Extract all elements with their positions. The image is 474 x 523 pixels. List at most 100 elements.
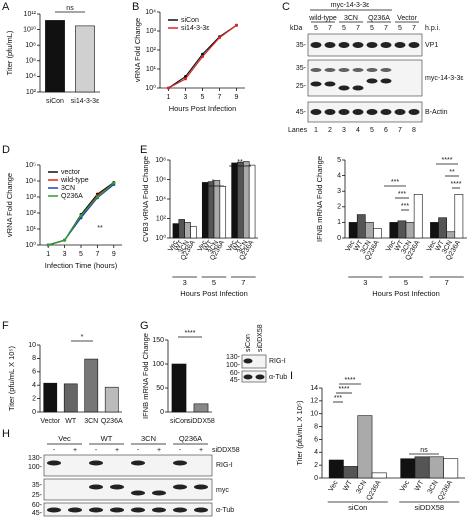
condition: - <box>179 447 182 454</box>
point <box>218 36 221 40</box>
y-axis-label: Titer (pfu/mL X 10⁵) <box>295 400 304 466</box>
x-tick-label: 3CN <box>84 418 98 425</box>
bar <box>207 181 215 239</box>
bar-label: WT <box>174 239 186 253</box>
bar <box>184 222 191 239</box>
significance: *** <box>398 191 406 198</box>
band <box>324 68 336 72</box>
kda-marker: 35- <box>296 42 307 49</box>
y-tick-label: 10¹ <box>26 226 37 233</box>
kda-marker: 130- <box>226 354 241 361</box>
condition: 7 <box>328 25 332 32</box>
bar-label: WT <box>342 479 354 493</box>
protein-label: α-Tub <box>216 507 234 514</box>
bar <box>43 382 58 413</box>
x-tick-label: 1 <box>46 251 50 258</box>
band <box>173 460 187 466</box>
y-tick-label: 50 <box>156 385 164 392</box>
bar <box>201 182 209 239</box>
band <box>152 490 166 496</box>
bar <box>389 222 399 239</box>
y-tick-label: 10⁴ <box>155 196 166 203</box>
panel-letter: F <box>2 320 9 332</box>
y-axis-label: vRNA Fold Change <box>5 173 14 237</box>
panel-letter: C <box>282 1 290 13</box>
band <box>173 507 187 513</box>
bar <box>213 180 221 239</box>
point <box>184 77 187 81</box>
x-tick-label: 9 <box>112 251 116 258</box>
y-tick-label: 4 <box>314 449 318 456</box>
x-tick-label: WT <box>65 418 77 425</box>
x-tick-label: si14-3-3ε <box>71 98 99 105</box>
bar <box>75 25 95 93</box>
lane-group: wild-type <box>308 15 337 22</box>
y-tick-label: 2 <box>314 462 318 469</box>
sample-label: siDDX58 <box>257 324 264 352</box>
blot-frame <box>307 101 423 123</box>
significance: * <box>81 334 84 341</box>
significance: ** <box>449 169 455 176</box>
y-tick-label: 3 <box>337 188 341 195</box>
blot-frame <box>43 454 213 477</box>
unit: kDa <box>290 25 303 32</box>
y-axis-label: vRNA Fold Change <box>133 18 142 82</box>
panel-letter: G <box>140 320 149 332</box>
point <box>79 213 83 217</box>
y-tick-label: 10⁰ <box>145 84 156 92</box>
kda-marker: 35- <box>296 65 307 72</box>
y-tick-label: 0 <box>32 409 36 416</box>
x-tick-label: Q236A <box>101 418 123 425</box>
band <box>243 374 253 380</box>
band <box>47 460 61 466</box>
bar <box>172 223 180 239</box>
y-tick-label: 100 <box>152 361 164 368</box>
band <box>366 42 378 48</box>
lane-group: WT <box>101 434 113 443</box>
kda-marker: 60- <box>230 370 241 377</box>
group-label: 7 <box>241 278 245 287</box>
significance: **** <box>442 157 453 164</box>
y-tick-label: 8 <box>32 355 36 362</box>
significance: **** <box>451 181 462 188</box>
band <box>380 68 392 72</box>
bar-label: Vec <box>328 479 340 493</box>
band <box>408 109 420 115</box>
panel-letter: I <box>290 370 293 382</box>
band <box>89 460 103 466</box>
point <box>112 181 116 185</box>
band <box>68 507 82 513</box>
panel-letter: E <box>140 144 147 156</box>
protein-label: RIG-I <box>216 462 233 469</box>
protein-label: RIG-I <box>269 358 286 365</box>
x-axis-label: Infection Time (hours) <box>45 261 118 270</box>
significance: ** <box>97 225 103 232</box>
band <box>152 507 166 513</box>
blot-title: myc-14-3-3ε <box>331 2 370 9</box>
significance: **** <box>345 377 356 384</box>
bar <box>428 456 444 479</box>
y-tick-label: 10³ <box>26 194 37 201</box>
bar <box>373 228 382 239</box>
band <box>338 68 350 72</box>
bar-label: WT <box>434 239 446 253</box>
bar <box>84 358 99 413</box>
condition: + <box>115 447 119 454</box>
significance: ns <box>66 5 74 12</box>
blot-frame <box>241 354 267 369</box>
bar <box>438 217 447 239</box>
x-tick-label: 1 <box>167 94 171 101</box>
y-tick-label: 10⁴ <box>25 178 36 185</box>
lane-number: 6 <box>384 127 388 134</box>
y-axis-label: Titer (pfu/mL X 10⁵) <box>7 345 16 411</box>
bar <box>414 456 430 479</box>
significance: **** <box>339 386 350 393</box>
protein-label: VP1 <box>425 42 438 49</box>
bar <box>371 472 387 479</box>
band <box>352 109 364 115</box>
condition: + <box>73 447 77 454</box>
x-tick-label: 7 <box>95 251 99 258</box>
condition: 7 <box>384 25 388 32</box>
lane-group: 3CN <box>141 434 156 443</box>
y-tick-label: 10⁸ <box>25 42 36 49</box>
